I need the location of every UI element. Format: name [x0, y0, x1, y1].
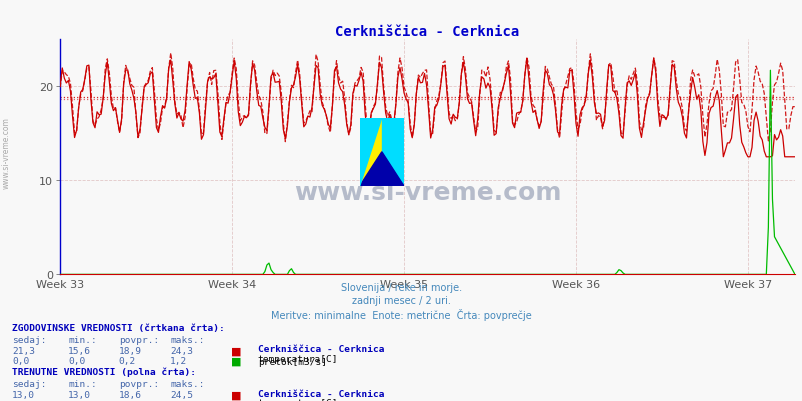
Text: 21,7: 21,7 — [170, 400, 193, 401]
Text: 13,0: 13,0 — [68, 390, 91, 399]
Text: 21,3: 21,3 — [12, 346, 35, 354]
Text: ■: ■ — [231, 356, 241, 366]
Text: 24,5: 24,5 — [170, 390, 193, 399]
Text: Cerkniščica - Cerknica: Cerkniščica - Cerknica — [257, 389, 384, 397]
Text: 18,9: 18,9 — [119, 346, 142, 354]
Text: maks.:: maks.: — [170, 335, 205, 344]
Title: Cerkniščica - Cerknica: Cerkniščica - Cerknica — [335, 25, 519, 39]
Text: 0,0: 0,0 — [68, 400, 85, 401]
Text: 24,3: 24,3 — [170, 346, 193, 354]
Text: Meritve: minimalne  Enote: metrične  Črta: povprečje: Meritve: minimalne Enote: metrične Črta:… — [271, 308, 531, 320]
Text: TRENUTNE VREDNOSTI (polna črta):: TRENUTNE VREDNOSTI (polna črta): — [12, 367, 196, 377]
Polygon shape — [359, 118, 382, 186]
Polygon shape — [382, 118, 403, 186]
Text: sedaj:: sedaj: — [12, 379, 47, 388]
Text: www.si-vreme.com: www.si-vreme.com — [294, 180, 561, 205]
Text: 0,2: 0,2 — [119, 356, 136, 365]
Polygon shape — [359, 118, 382, 186]
Text: ■: ■ — [231, 346, 241, 356]
Text: min.:: min.: — [68, 379, 97, 388]
Text: www.si-vreme.com: www.si-vreme.com — [2, 117, 11, 188]
Text: temperatura[C]: temperatura[C] — [257, 398, 338, 401]
Text: 0,3: 0,3 — [119, 400, 136, 401]
Text: 0,0: 0,0 — [12, 356, 29, 365]
Text: 13,0: 13,0 — [12, 390, 35, 399]
Text: ■: ■ — [231, 400, 241, 401]
Polygon shape — [359, 152, 403, 186]
Text: povpr.:: povpr.: — [119, 379, 159, 388]
Text: 0,0: 0,0 — [68, 356, 85, 365]
Text: 18,6: 18,6 — [119, 390, 142, 399]
Text: ZGODOVINSKE VREDNOSTI (črtkana črta):: ZGODOVINSKE VREDNOSTI (črtkana črta): — [12, 323, 225, 332]
Text: zadnji mesec / 2 uri.: zadnji mesec / 2 uri. — [351, 296, 451, 306]
Text: Slovenija / reke in morje.: Slovenija / reke in morje. — [341, 283, 461, 293]
Text: pretok[m3/s]: pretok[m3/s] — [257, 357, 326, 366]
Text: Cerkniščica - Cerknica: Cerkniščica - Cerknica — [257, 344, 384, 353]
Text: 15,6: 15,6 — [68, 346, 91, 354]
Text: sedaj:: sedaj: — [12, 335, 47, 344]
Text: povpr.:: povpr.: — [119, 335, 159, 344]
Text: 21,7: 21,7 — [12, 400, 35, 401]
Text: temperatura[C]: temperatura[C] — [257, 354, 338, 363]
Text: ■: ■ — [231, 390, 241, 400]
Text: maks.:: maks.: — [170, 379, 205, 388]
Text: min.:: min.: — [68, 335, 97, 344]
Text: 1,2: 1,2 — [170, 356, 187, 365]
